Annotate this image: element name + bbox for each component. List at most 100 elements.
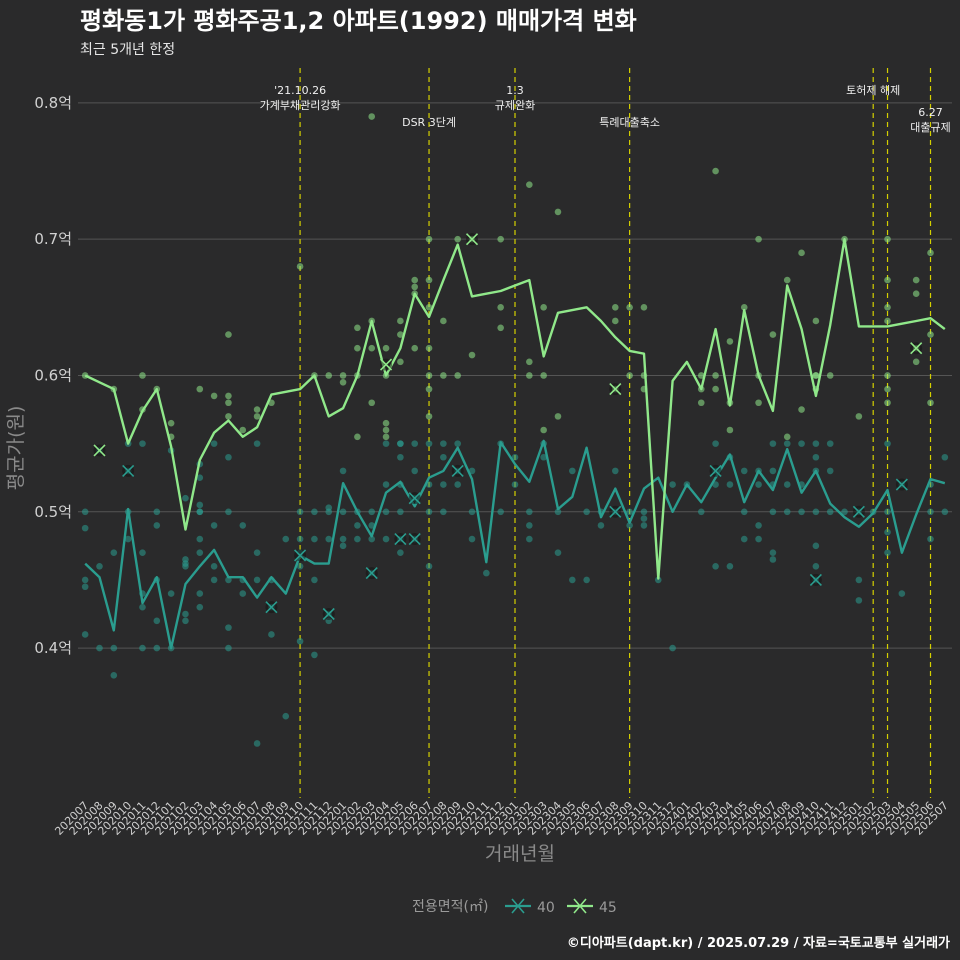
scatter-point bbox=[927, 399, 934, 407]
cross-marker-x bbox=[265, 601, 278, 614]
scatter-point bbox=[311, 576, 318, 584]
scatter-point bbox=[597, 522, 605, 529]
scatter-point bbox=[96, 562, 103, 570]
scatter-point bbox=[497, 508, 504, 516]
scatter-point bbox=[124, 535, 132, 543]
scatter-point bbox=[526, 372, 533, 379]
scatter-point bbox=[697, 508, 705, 516]
scatter-point bbox=[296, 562, 304, 570]
scatter-point bbox=[526, 358, 533, 366]
scatter-point bbox=[554, 413, 562, 420]
scatter-point bbox=[282, 712, 290, 720]
event-annotation: 6.27 bbox=[918, 106, 943, 119]
scatter-point bbox=[884, 276, 891, 284]
scatter-point bbox=[526, 181, 533, 188]
scatter-point bbox=[712, 167, 719, 175]
scatter-point bbox=[182, 617, 189, 625]
scatter-point bbox=[927, 249, 934, 257]
scatter-point bbox=[697, 372, 705, 379]
scatter-point bbox=[626, 304, 633, 311]
scatter-point bbox=[855, 413, 863, 420]
scatter-point bbox=[440, 481, 447, 488]
scatter-point bbox=[225, 453, 232, 461]
scatter-point bbox=[798, 508, 805, 516]
scatter-point bbox=[927, 508, 934, 516]
event-annotation: 1.3 bbox=[506, 84, 524, 97]
scatter-point bbox=[798, 406, 805, 413]
scatter-point bbox=[755, 522, 762, 529]
scatter-point bbox=[769, 549, 777, 556]
scatter-point bbox=[311, 535, 318, 543]
scatter-point bbox=[497, 304, 504, 311]
scatter-point bbox=[912, 276, 920, 284]
scatter-point bbox=[225, 392, 232, 400]
cross-marker-x bbox=[365, 567, 378, 580]
source-caption: ©디아파트(dapt.kr) / 2025.07.29 / 자료=국토교통부 실… bbox=[567, 935, 950, 951]
scatter-point bbox=[798, 440, 805, 447]
scatter-point bbox=[153, 617, 161, 625]
scatter-point bbox=[225, 644, 232, 652]
scatter-point bbox=[583, 508, 590, 516]
scatter-point bbox=[325, 535, 333, 543]
scatter-point bbox=[425, 344, 433, 352]
scatter-point bbox=[483, 569, 490, 577]
scatter-point bbox=[726, 562, 734, 570]
scatter-point bbox=[397, 549, 404, 556]
scatter-point bbox=[368, 344, 376, 352]
scatter-point bbox=[397, 317, 404, 325]
scatter-point bbox=[812, 453, 820, 461]
scatter-point bbox=[382, 433, 390, 441]
scatter-point bbox=[382, 426, 390, 434]
scatter-point bbox=[339, 378, 347, 386]
scatter-point bbox=[769, 556, 777, 563]
scatter-point bbox=[339, 467, 347, 475]
cross-marker bbox=[709, 464, 722, 477]
cross-marker-x bbox=[910, 342, 923, 355]
scatter-point bbox=[526, 508, 533, 516]
scatter-point bbox=[253, 413, 261, 420]
legend-title: 전용면적(㎡) bbox=[412, 899, 488, 915]
event-annotation: 가계부채관리강화 bbox=[260, 99, 341, 112]
scatter-point bbox=[569, 576, 576, 584]
scatter-point bbox=[626, 372, 633, 379]
scatter-point bbox=[712, 385, 719, 393]
cross-marker bbox=[451, 464, 464, 477]
scatter-point bbox=[425, 276, 433, 284]
scatter-point bbox=[884, 399, 891, 407]
scatter-point bbox=[425, 440, 433, 447]
scatter-point bbox=[397, 453, 404, 461]
scatter-point bbox=[497, 235, 504, 243]
scatter-point bbox=[912, 290, 920, 298]
scatter-point bbox=[540, 453, 547, 461]
scatter-point bbox=[239, 590, 247, 597]
scatter-point bbox=[196, 535, 204, 543]
scatter-point bbox=[196, 474, 204, 482]
scatter-point bbox=[210, 576, 218, 584]
scatter-point bbox=[354, 522, 361, 529]
scatter-point bbox=[755, 535, 762, 543]
cross-marker bbox=[465, 233, 479, 246]
scatter-point bbox=[81, 576, 89, 584]
scatter-point bbox=[354, 433, 361, 441]
cross-marker-x bbox=[709, 464, 722, 477]
scatter-point bbox=[339, 535, 347, 543]
cross-marker-x bbox=[852, 505, 865, 518]
scatter-point bbox=[526, 522, 533, 529]
cross-marker bbox=[265, 601, 278, 614]
scatter-point bbox=[397, 331, 404, 338]
scatter-point bbox=[440, 317, 447, 325]
scatter-point bbox=[253, 740, 261, 747]
scatter-point bbox=[884, 528, 891, 536]
scatter-point bbox=[425, 562, 433, 570]
scatter-point bbox=[153, 522, 161, 529]
event-annotation: 대출규제 bbox=[910, 121, 950, 134]
cross-marker bbox=[852, 505, 865, 518]
scatter-point bbox=[282, 535, 290, 543]
scatter-point bbox=[225, 399, 232, 407]
legend-label: 45 bbox=[599, 900, 617, 916]
scatter-point bbox=[812, 508, 820, 516]
scatter-point bbox=[783, 276, 791, 284]
scatter-point bbox=[382, 508, 390, 516]
scatter-point bbox=[167, 590, 175, 597]
scatter-point bbox=[196, 590, 204, 597]
